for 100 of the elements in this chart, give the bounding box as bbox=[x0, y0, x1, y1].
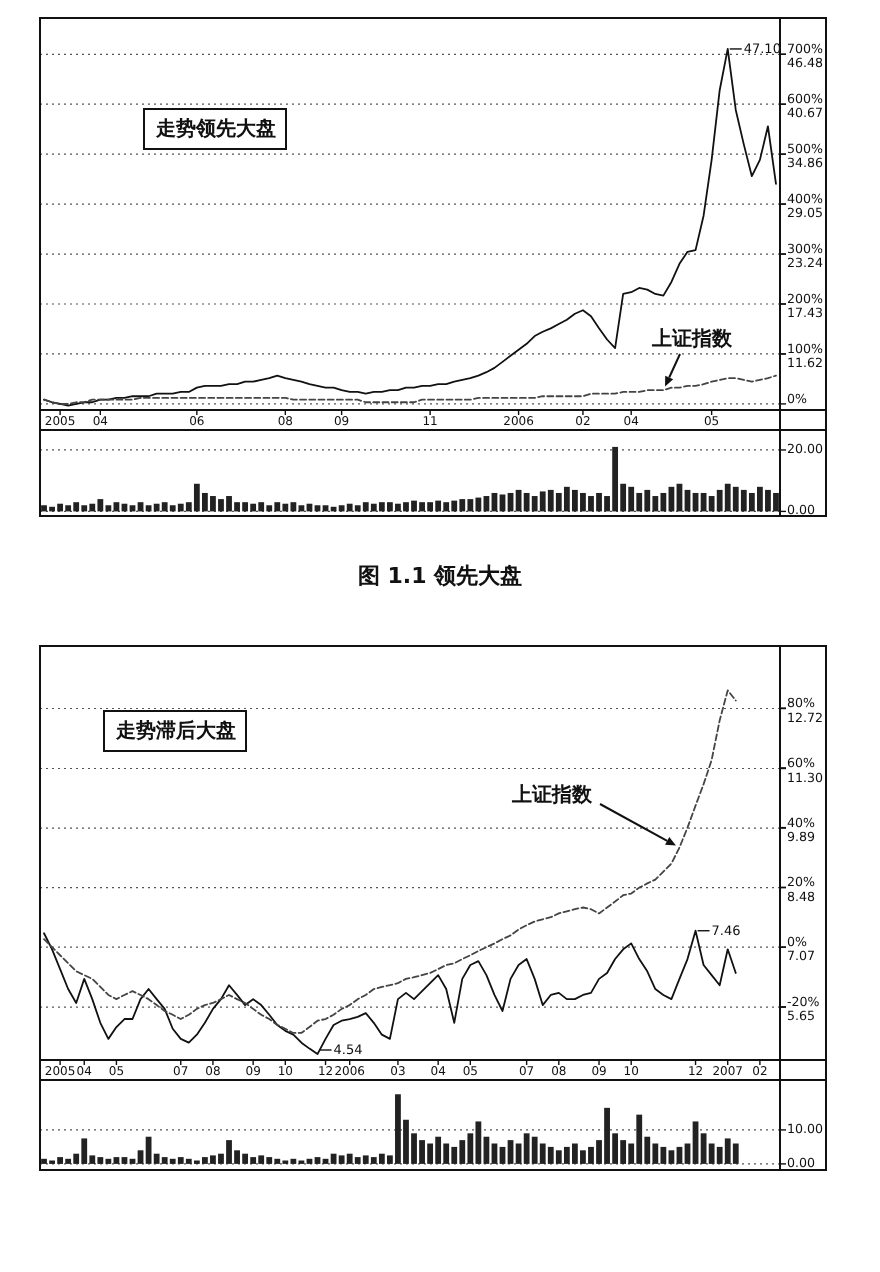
bar bbox=[354, 505, 361, 512]
bar bbox=[387, 502, 393, 512]
bar bbox=[572, 489, 578, 512]
bar bbox=[274, 1158, 281, 1164]
bar bbox=[732, 486, 739, 512]
bar bbox=[234, 502, 240, 512]
bar bbox=[378, 502, 385, 512]
bar bbox=[531, 1136, 538, 1164]
bar bbox=[202, 492, 208, 512]
bar bbox=[250, 1157, 257, 1164]
text: 上证指数 bbox=[510, 783, 594, 807]
bar bbox=[153, 503, 160, 512]
bar bbox=[169, 505, 176, 512]
annotation: 走势滞后大盘 bbox=[114, 719, 236, 743]
bar bbox=[250, 503, 257, 512]
bar bbox=[765, 489, 771, 512]
bar bbox=[724, 1138, 731, 1164]
bar bbox=[346, 503, 353, 512]
bar bbox=[338, 505, 345, 512]
bar bbox=[274, 502, 281, 512]
bar bbox=[644, 489, 651, 512]
bar bbox=[539, 1143, 546, 1164]
bar bbox=[443, 1143, 450, 1164]
bar bbox=[636, 1114, 643, 1164]
bar bbox=[258, 502, 265, 512]
bar bbox=[475, 1121, 482, 1164]
bar bbox=[716, 489, 723, 512]
bar bbox=[41, 505, 47, 512]
bar bbox=[121, 1157, 128, 1164]
bar bbox=[73, 502, 80, 512]
bar bbox=[81, 1138, 88, 1164]
bar bbox=[588, 496, 594, 512]
bar bbox=[773, 492, 779, 512]
bar bbox=[193, 483, 200, 512]
bar bbox=[515, 489, 522, 512]
bar bbox=[419, 502, 425, 512]
bar bbox=[757, 486, 763, 512]
bar bbox=[161, 502, 168, 512]
bar bbox=[411, 500, 417, 512]
bar bbox=[185, 1158, 192, 1164]
bar bbox=[226, 496, 232, 512]
bar bbox=[210, 1155, 216, 1164]
annotation: 走势领先大盘 bbox=[154, 117, 276, 141]
bar bbox=[580, 492, 586, 512]
bar bbox=[378, 1153, 385, 1164]
bar bbox=[708, 496, 715, 512]
bar bbox=[81, 505, 88, 512]
bar bbox=[451, 500, 458, 512]
series-label: 上证指数 bbox=[650, 327, 734, 351]
bar bbox=[636, 492, 643, 512]
bar bbox=[547, 489, 554, 512]
bar bbox=[65, 1158, 72, 1164]
bar bbox=[563, 1146, 570, 1164]
bar bbox=[242, 502, 249, 512]
bar bbox=[266, 1157, 273, 1164]
bar bbox=[427, 502, 434, 512]
bar bbox=[266, 505, 273, 512]
bar bbox=[395, 1094, 401, 1164]
bar bbox=[338, 1155, 345, 1164]
bar bbox=[370, 503, 377, 512]
bar bbox=[523, 1133, 530, 1164]
bar bbox=[41, 1158, 47, 1164]
bar bbox=[346, 1153, 353, 1164]
bar bbox=[628, 486, 635, 512]
bar bbox=[604, 1107, 610, 1164]
bar bbox=[330, 1153, 337, 1164]
bar bbox=[724, 483, 731, 512]
bar bbox=[475, 497, 482, 512]
bar bbox=[354, 1157, 361, 1164]
bar bbox=[523, 492, 530, 512]
bar bbox=[572, 1143, 578, 1164]
bar bbox=[547, 1146, 554, 1164]
bar bbox=[467, 499, 474, 512]
bar bbox=[218, 499, 224, 512]
bar bbox=[145, 505, 152, 512]
bar bbox=[732, 1143, 739, 1164]
bar bbox=[740, 489, 747, 512]
bar bbox=[459, 1140, 466, 1164]
bar bbox=[660, 492, 667, 512]
bar bbox=[612, 446, 619, 512]
bar bbox=[169, 1158, 176, 1164]
bar bbox=[555, 492, 562, 512]
bar bbox=[57, 1157, 64, 1164]
bar bbox=[716, 1146, 723, 1164]
bar bbox=[290, 502, 297, 512]
bar bbox=[563, 486, 570, 512]
bar bbox=[748, 492, 755, 512]
bar bbox=[596, 492, 602, 512]
bar bbox=[403, 502, 409, 512]
bar bbox=[443, 502, 450, 512]
bar bbox=[226, 1140, 232, 1164]
bar bbox=[459, 499, 466, 512]
bar bbox=[700, 492, 707, 512]
bar bbox=[555, 1150, 562, 1164]
bar bbox=[105, 1158, 112, 1164]
bar bbox=[242, 1153, 249, 1164]
bar bbox=[395, 503, 401, 512]
bar bbox=[145, 1136, 152, 1164]
bar bbox=[177, 1157, 184, 1164]
bar bbox=[105, 505, 112, 512]
